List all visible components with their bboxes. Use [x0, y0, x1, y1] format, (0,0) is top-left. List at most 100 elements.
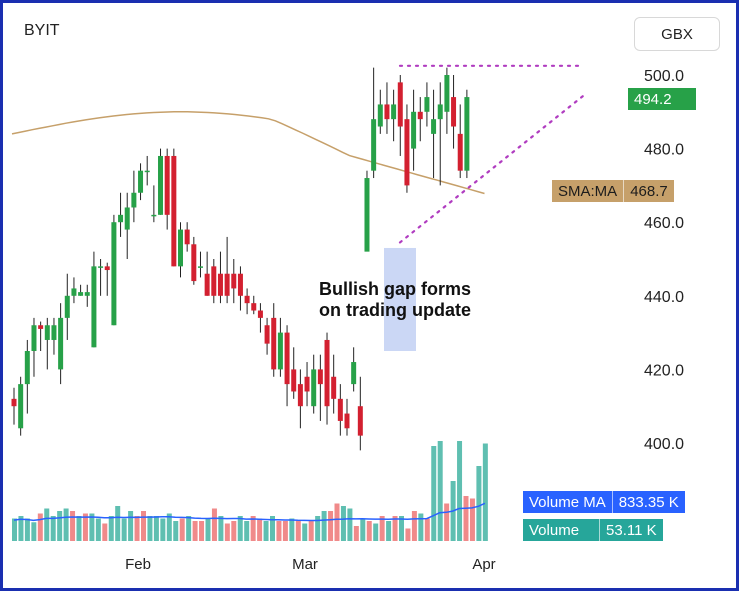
y-tick-label: 420.0	[644, 362, 684, 379]
volume-label-value: 53.11 K	[599, 519, 663, 541]
candle-body	[404, 119, 410, 186]
candle-body	[237, 273, 243, 296]
volume-bar	[37, 513, 43, 541]
currency-button[interactable]: GBX	[634, 17, 720, 51]
candle-body	[104, 266, 110, 271]
volume-bar	[108, 516, 114, 541]
volume-label-name: Volume	[529, 521, 580, 539]
candle-body	[144, 170, 150, 173]
candle-body	[84, 292, 90, 296]
volume-bar	[82, 513, 88, 541]
volume-bar	[237, 516, 243, 541]
candle-body	[371, 119, 377, 171]
candle-body	[337, 398, 343, 421]
volume-bar	[250, 516, 256, 541]
volume-bar	[224, 523, 230, 541]
candle-body	[331, 376, 337, 399]
volume-bar	[121, 518, 127, 541]
volume-bar	[431, 446, 437, 541]
volume-bar	[321, 511, 327, 541]
volume-bar	[392, 516, 398, 541]
candle-body	[391, 104, 397, 120]
candle-body	[38, 325, 44, 329]
volume-bar	[173, 521, 179, 541]
volume-bar	[160, 518, 166, 541]
volume-bar	[18, 516, 24, 541]
candle-body	[317, 369, 323, 385]
candle-body	[138, 170, 144, 193]
candle-body	[284, 332, 290, 385]
candle-body	[98, 266, 104, 268]
volume-bar	[102, 523, 108, 541]
candle-body	[224, 273, 230, 296]
sma-label: SMA:MA 468.7	[552, 180, 674, 202]
volume-bar	[340, 506, 346, 541]
candle-body	[251, 303, 257, 311]
support-trendline	[398, 94, 586, 244]
annotation-line-1: Bullish gap forms	[319, 279, 472, 299]
y-tick-label: 440.0	[644, 289, 684, 306]
candle-body	[291, 369, 297, 392]
candle-body	[58, 317, 64, 370]
y-tick-label: 480.0	[644, 142, 684, 159]
candle-body	[424, 97, 430, 112]
volume-bar	[334, 503, 340, 541]
candle-body	[78, 292, 84, 296]
volume-bar	[70, 511, 76, 541]
candle-body	[164, 155, 170, 215]
candle-body	[417, 111, 423, 120]
volume-bar	[31, 522, 37, 541]
candle-body	[311, 369, 317, 407]
volume-bar	[418, 513, 424, 541]
candle-body	[18, 384, 24, 429]
volume-bar	[147, 516, 153, 541]
volume-bar	[444, 503, 450, 541]
volume-bar	[257, 518, 263, 541]
volume-bar	[276, 521, 282, 541]
volume-bar	[231, 521, 237, 541]
candle-body	[158, 155, 164, 215]
y-tick-label: 400.0	[644, 436, 684, 453]
volume-bar	[50, 516, 56, 541]
volume-bar	[24, 518, 30, 541]
candle-body	[44, 325, 50, 340]
volume-bar	[211, 508, 217, 541]
candle-body	[464, 97, 470, 171]
volume-bar	[115, 506, 121, 541]
volume-bar	[457, 441, 463, 541]
volume-bar	[315, 516, 321, 541]
volume-bar	[399, 516, 404, 541]
volume-bar	[141, 511, 146, 541]
sma-label-name: SMA:MA	[558, 182, 618, 200]
volume-bar	[44, 508, 50, 541]
volume-bar	[437, 441, 443, 541]
volume-bar	[302, 523, 308, 541]
volume-bar	[308, 521, 314, 541]
candle-body	[11, 398, 17, 407]
candle-body	[411, 111, 417, 149]
volume-bar	[263, 521, 269, 541]
gap-highlight	[384, 247, 416, 351]
candle-body	[31, 325, 37, 351]
candle-body	[24, 351, 30, 385]
volume-ma-label-name: Volume MA	[529, 493, 606, 511]
y-tick-label: 460.0	[644, 215, 684, 232]
volume-bar	[244, 521, 250, 541]
volume-bar	[76, 516, 82, 541]
candle-body	[64, 295, 70, 318]
candle-body	[118, 214, 124, 223]
candle-body	[431, 119, 437, 134]
volume-bar	[347, 508, 353, 541]
volume-bar	[295, 521, 301, 541]
candle-body	[271, 317, 277, 370]
x-tick-label: Mar	[292, 556, 318, 573]
volume-bar	[186, 516, 192, 541]
volume-ma-label-value: 833.35 K	[611, 491, 685, 513]
volume-bar	[218, 516, 224, 541]
candle-body	[324, 339, 330, 407]
volume-bar	[166, 513, 172, 541]
candle-body	[444, 75, 450, 112]
volume-bar	[289, 518, 295, 541]
candle-body	[211, 266, 217, 296]
